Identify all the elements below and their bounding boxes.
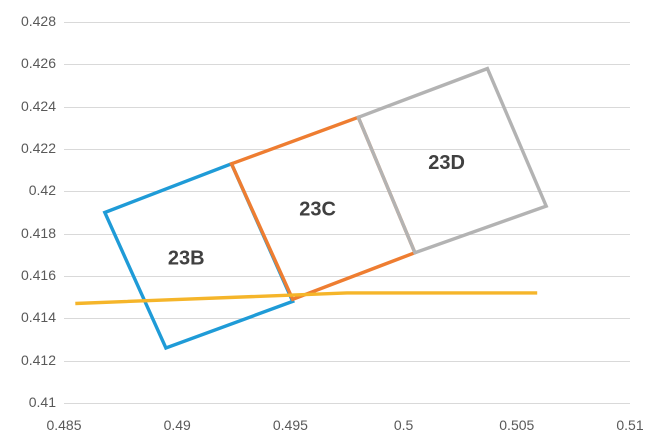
y-tick-label: 0.416 bbox=[21, 267, 56, 283]
x-axis-tick-labels: 0.485 0.49 0.495 0.5 0.505 0.51 bbox=[46, 417, 643, 433]
quadrilateral-series-1 bbox=[102, 161, 295, 351]
x-tick-label: 0.495 bbox=[273, 417, 308, 433]
y-tick-label: 0.424 bbox=[21, 98, 56, 114]
region-label: 23C bbox=[299, 199, 336, 221]
y-tick-label: 0.412 bbox=[21, 352, 56, 368]
x-tick-label: 0.505 bbox=[499, 417, 534, 433]
region-labels: 23B 23C 23D bbox=[168, 152, 465, 269]
region-label: 23B bbox=[168, 247, 205, 269]
x-tick-label: 0.51 bbox=[616, 417, 643, 433]
y-tick-label: 0.426 bbox=[21, 55, 56, 71]
region-label: 23D bbox=[428, 152, 465, 174]
y-tick-label: 0.42 bbox=[29, 182, 56, 198]
y-axis-tick-labels: 0.41 0.412 0.414 0.416 0.418 0.42 0.422 0.424 0.… bbox=[21, 13, 56, 410]
x-tick-label: 0.5 bbox=[394, 417, 414, 433]
chart-series bbox=[75, 66, 549, 351]
x-tick-label: 0.49 bbox=[164, 417, 191, 433]
y-tick-label: 0.422 bbox=[21, 140, 56, 156]
y-tick-label: 0.41 bbox=[29, 394, 56, 410]
y-tick-label: 0.428 bbox=[21, 13, 56, 29]
y-tick-label: 0.418 bbox=[21, 225, 56, 241]
x-tick-label: 0.485 bbox=[46, 417, 81, 433]
y-tick-label: 0.414 bbox=[21, 309, 56, 325]
line-series-4 bbox=[75, 291, 538, 306]
gridlines bbox=[64, 22, 630, 404]
quadrilateral-series-3 bbox=[356, 66, 549, 255]
